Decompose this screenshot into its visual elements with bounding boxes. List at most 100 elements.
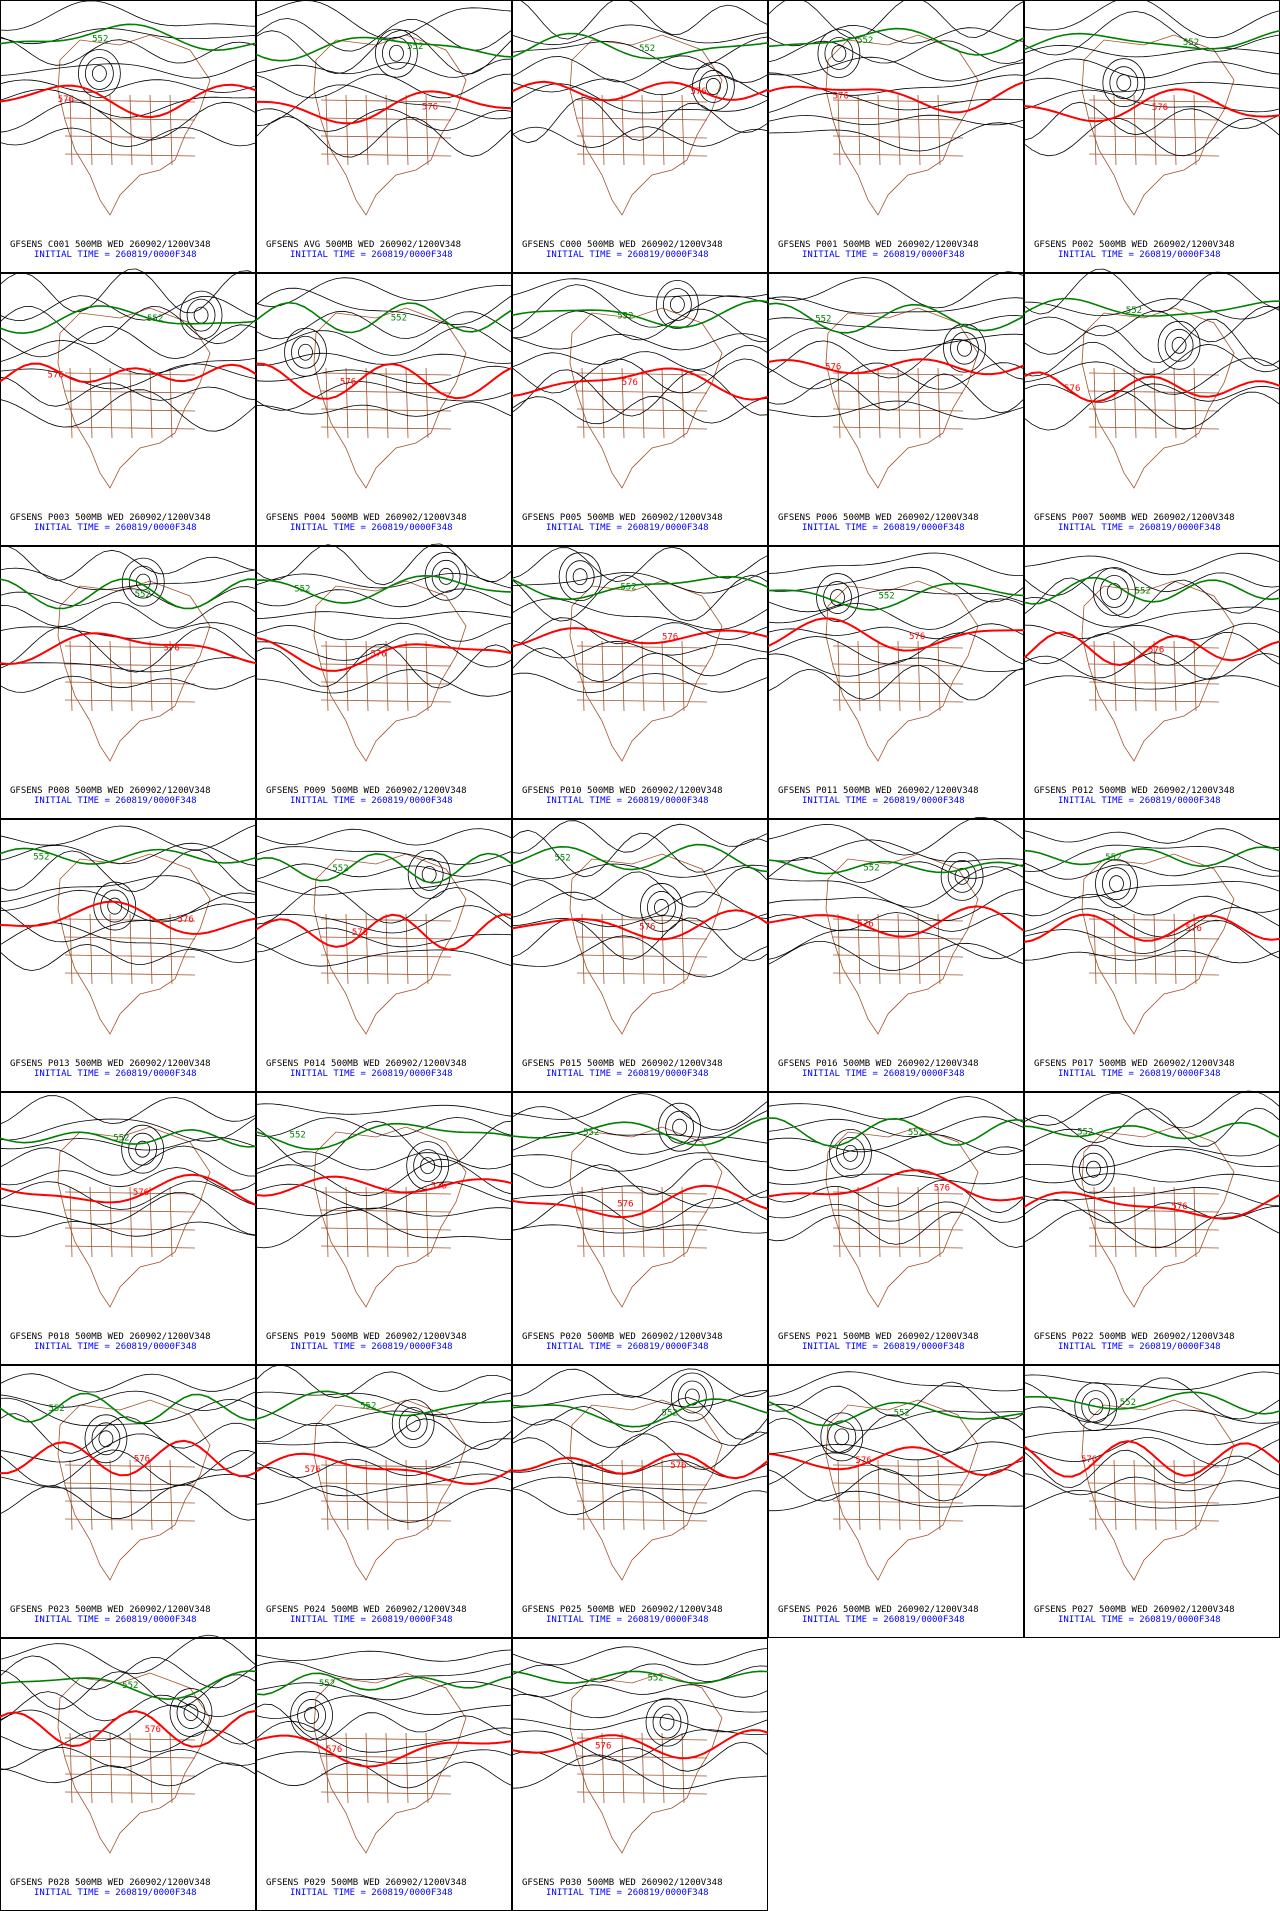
height-contour bbox=[255, 1703, 513, 1741]
contour-552 bbox=[511, 299, 769, 329]
panel-init-time: INITIAL TIME = 260819/0000F348 bbox=[802, 1615, 965, 1625]
panel-title: GFSENS P018 500MB WED 260902/1200V348 bbox=[10, 1332, 210, 1342]
height-contour bbox=[0, 1180, 257, 1210]
closed-contour bbox=[565, 560, 595, 594]
state-line bbox=[64, 681, 196, 685]
panel-title: GFSENS P010 500MB WED 260902/1200V348 bbox=[522, 786, 722, 796]
closed-contour bbox=[829, 1128, 872, 1178]
panel-init-time: INITIAL TIME = 260819/0000F348 bbox=[802, 1069, 965, 1079]
state-line bbox=[149, 1186, 153, 1258]
state-line bbox=[405, 1732, 409, 1804]
height-contour bbox=[511, 24, 769, 46]
panel-init-time: INITIAL TIME = 260819/0000F348 bbox=[546, 250, 709, 260]
closed-contour bbox=[407, 850, 451, 899]
height-contour bbox=[1023, 11, 1280, 56]
height-contour bbox=[0, 1762, 257, 1787]
height-contour bbox=[255, 381, 513, 411]
state-line bbox=[576, 699, 708, 703]
contour-label: 552 bbox=[878, 592, 894, 602]
contour-label: 576 bbox=[639, 923, 655, 933]
state-line bbox=[149, 913, 153, 985]
contour-552 bbox=[767, 302, 1025, 334]
panel-init-time: INITIAL TIME = 260819/0000F348 bbox=[802, 523, 965, 533]
closed-contour bbox=[691, 62, 735, 111]
contour-label: 576 bbox=[133, 1188, 149, 1198]
state-line bbox=[320, 699, 452, 703]
panel-border bbox=[0, 1365, 256, 1638]
height-contour bbox=[511, 1390, 769, 1408]
contour-576 bbox=[255, 1175, 513, 1197]
height-contour bbox=[255, 905, 513, 934]
closed-contour bbox=[558, 552, 602, 602]
state-line bbox=[1088, 1464, 1220, 1468]
height-contour bbox=[767, 1371, 1025, 1397]
contours bbox=[1023, 552, 1280, 690]
height-contour bbox=[1023, 101, 1280, 141]
height-contour bbox=[511, 1741, 769, 1772]
panel-title: GFSENS P006 500MB WED 260902/1200V348 bbox=[778, 513, 978, 523]
contour-576 bbox=[1023, 631, 1280, 667]
height-contour bbox=[511, 617, 769, 649]
state-line bbox=[1088, 1245, 1220, 1249]
coastline bbox=[57, 307, 211, 489]
closed-contour bbox=[121, 557, 165, 607]
state-line bbox=[1113, 640, 1117, 712]
height-contour bbox=[0, 1413, 257, 1454]
state-line bbox=[64, 117, 196, 121]
height-contour bbox=[1023, 44, 1280, 58]
height-contour bbox=[0, 324, 257, 360]
height-contour bbox=[255, 879, 513, 896]
state-line bbox=[405, 367, 409, 439]
height-contour bbox=[767, 566, 1025, 603]
state-line bbox=[576, 954, 708, 958]
height-contour bbox=[255, 1761, 513, 1789]
height-contour bbox=[1023, 844, 1280, 873]
height-contour bbox=[255, 1485, 513, 1523]
state-line bbox=[1088, 699, 1220, 703]
closed-contour bbox=[100, 889, 130, 923]
map-panel: 552 576 GFSENS P004 500MB WED 260902/1200V… bbox=[255, 273, 513, 546]
height-contour bbox=[1023, 1128, 1280, 1157]
state-line bbox=[576, 1518, 708, 1522]
contour-label: 576 bbox=[858, 919, 874, 929]
state-line bbox=[937, 913, 941, 985]
state-line bbox=[832, 1500, 964, 1504]
panel-title: GFSENS P030 500MB WED 260902/1200V348 bbox=[522, 1878, 722, 1888]
state-line bbox=[64, 153, 196, 157]
state-line bbox=[576, 1191, 708, 1195]
panel-border bbox=[256, 819, 512, 1092]
state-line bbox=[937, 94, 941, 166]
closed-contour bbox=[1102, 58, 1146, 108]
state-line bbox=[917, 94, 921, 166]
contour-label: 576 bbox=[145, 1725, 161, 1735]
closed-contour bbox=[297, 1699, 326, 1732]
contour-label: 552 bbox=[639, 44, 655, 54]
state-line bbox=[877, 913, 881, 985]
state-line bbox=[937, 1186, 941, 1258]
height-contour bbox=[511, 672, 769, 694]
height-contour bbox=[511, 866, 769, 908]
height-contour bbox=[1023, 675, 1280, 690]
state-line bbox=[320, 1209, 452, 1213]
height-contour bbox=[0, 1221, 257, 1238]
state-line bbox=[425, 1459, 429, 1531]
panel-init-time: INITIAL TIME = 260819/0000F348 bbox=[290, 1342, 453, 1352]
height-contour bbox=[0, 1704, 257, 1745]
state-line bbox=[837, 1459, 841, 1531]
contour-label: 552 bbox=[894, 1409, 910, 1419]
state-line bbox=[365, 1732, 369, 1804]
state-line bbox=[320, 1245, 452, 1249]
panel-title: GFSENS P004 500MB WED 260902/1200V348 bbox=[266, 513, 466, 523]
state-line bbox=[917, 1186, 921, 1258]
panel-title: GFSENS P005 500MB WED 260902/1200V348 bbox=[522, 513, 722, 523]
state-line bbox=[320, 1482, 452, 1486]
state-line bbox=[661, 640, 665, 712]
contour-576 bbox=[0, 362, 257, 384]
state-line bbox=[425, 1186, 429, 1258]
height-contour bbox=[255, 622, 513, 642]
height-contour bbox=[767, 632, 1025, 665]
height-contour bbox=[255, 863, 513, 880]
state-line bbox=[601, 640, 605, 712]
contour-576 bbox=[511, 627, 769, 648]
state-line bbox=[576, 372, 708, 376]
